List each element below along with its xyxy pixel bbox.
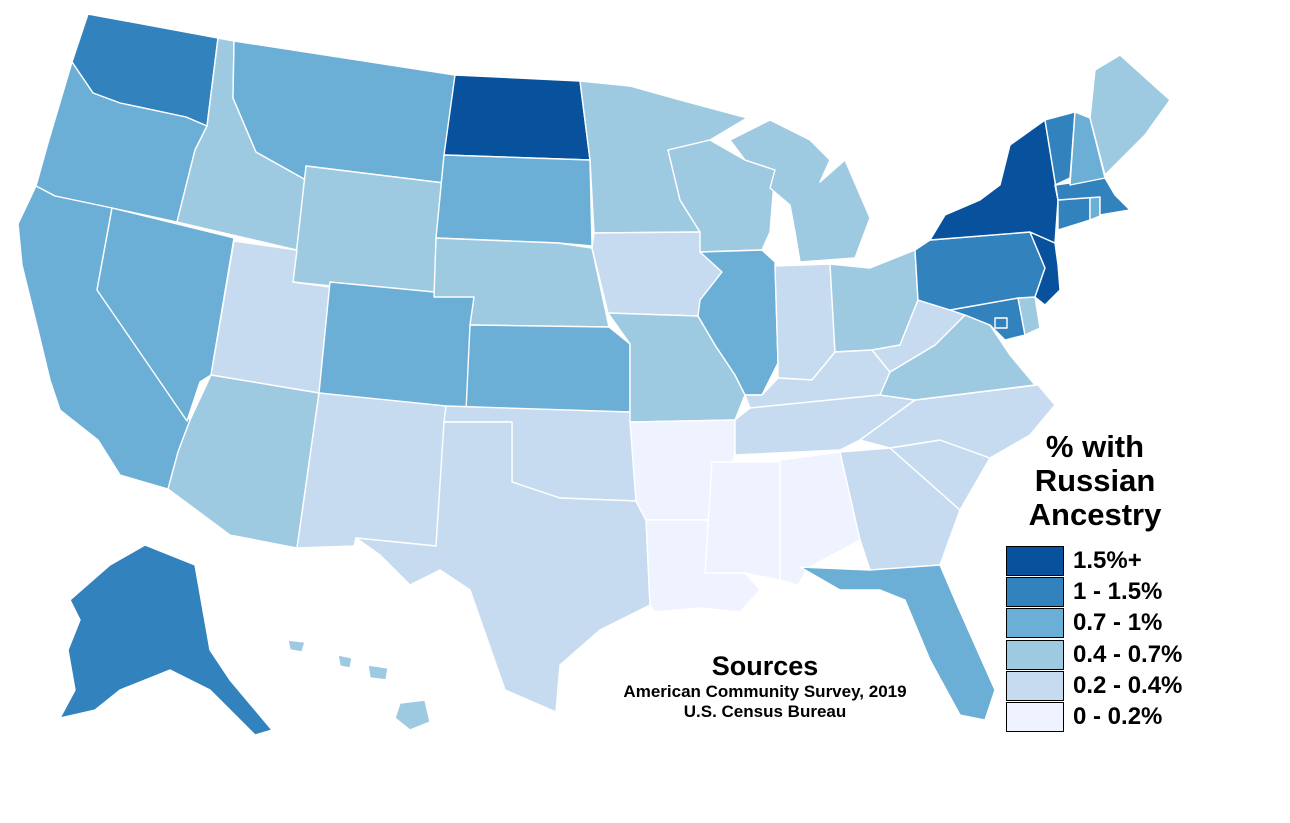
state-florida: Florida xyxy=(799,564,996,721)
legend-item: 0.4 - 0.7% xyxy=(1006,640,1206,671)
legend-item: 0 - 0.2% xyxy=(1006,702,1206,733)
legend-item: 0.2 - 0.4% xyxy=(1006,671,1206,702)
state-new-mexico: New Mexico xyxy=(296,392,447,549)
state-north-dakota: North Dakota xyxy=(443,74,591,161)
legend-item: 1.5%+ xyxy=(1006,546,1206,577)
states-layer: WashingtonOregonCaliforniaNevadaIdahoMon… xyxy=(17,13,1171,736)
state-connecticut: Connecticut xyxy=(1057,196,1091,231)
legend-title: % with Russian Ancestry xyxy=(1000,430,1190,532)
legend-item: 0.7 - 1% xyxy=(1006,608,1206,639)
state-hawaii: Hawaii xyxy=(337,654,353,669)
legend-swatch xyxy=(1006,577,1064,607)
state-wyoming: Wyoming xyxy=(292,165,445,298)
legend-label: 1 - 1.5% xyxy=(1073,578,1163,605)
legend-swatch xyxy=(1006,671,1064,701)
state-new-hampshire: New Hampshire xyxy=(1069,111,1106,186)
state-illinois: Illinois xyxy=(697,249,779,396)
legend-label: 0.2 - 0.4% xyxy=(1073,672,1183,699)
state-texas: Texas xyxy=(355,421,651,713)
legend-item: 1 - 1.5% xyxy=(1006,577,1206,608)
state-mississippi: Mississippi xyxy=(704,461,781,581)
legend-swatch xyxy=(1006,546,1064,576)
source-line: U.S. Census Bureau xyxy=(683,702,847,721)
state-new-jersey: New Jersey xyxy=(1029,231,1061,306)
legend-label: 0.4 - 0.7% xyxy=(1073,641,1183,668)
state-michigan: Michigan xyxy=(729,119,871,263)
legend-title-line: % with xyxy=(1045,429,1145,464)
state-vermont: Vermont xyxy=(1044,111,1076,201)
sources-heading: Sources xyxy=(711,651,819,681)
state-nevada: Nevada xyxy=(96,207,235,422)
state-rhode-island: Rhode Island xyxy=(1089,196,1101,221)
state-alaska: Alaska xyxy=(59,544,273,736)
state-hawaii: Hawaii xyxy=(367,664,389,681)
state-maine: Maine xyxy=(1089,54,1171,176)
legend-swatch xyxy=(1006,640,1064,670)
sources-block: Sources American Community Survey, 2019 … xyxy=(590,650,940,722)
state-new-york: New York xyxy=(929,119,1059,244)
legend-label: 0.7 - 1% xyxy=(1073,609,1163,636)
legend-label: 1.5%+ xyxy=(1073,547,1142,574)
source-line: American Community Survey, 2019 xyxy=(623,682,907,701)
state-kansas: Kansas xyxy=(465,324,631,413)
legend-label: 0 - 0.2% xyxy=(1073,703,1163,730)
legend-swatch xyxy=(1006,608,1064,638)
state-hawaii: Hawaii xyxy=(394,699,431,731)
legend-title-line: Ancestry xyxy=(1028,497,1162,532)
state-district-of-columbia: District of Columbia xyxy=(994,317,1008,329)
legend-swatch xyxy=(1006,702,1064,732)
state-colorado: Colorado xyxy=(318,281,477,412)
state-south-dakota: South Dakota xyxy=(435,154,593,247)
state-hawaii: Hawaii xyxy=(287,639,306,653)
state-massachusetts: Massachusetts xyxy=(1054,177,1131,216)
state-wisconsin: Wisconsin xyxy=(667,139,776,253)
legend-title-line: Russian xyxy=(1034,463,1156,498)
